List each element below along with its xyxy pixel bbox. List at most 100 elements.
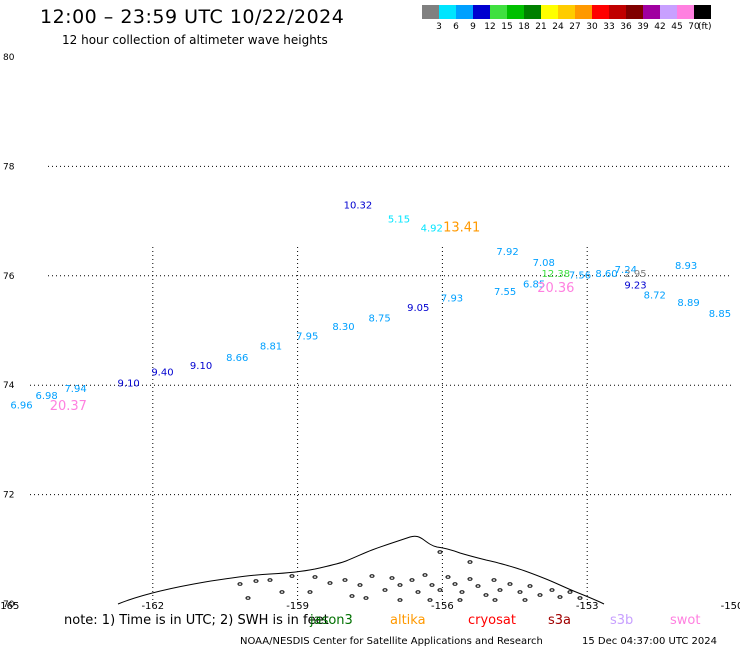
swh-value-label: 20.37 <box>50 399 87 414</box>
island <box>467 560 473 564</box>
island <box>537 593 543 597</box>
coastline-outline <box>117 535 605 605</box>
scale-label: 36 <box>620 22 632 32</box>
x-tick-label: -156 <box>431 601 454 612</box>
island <box>289 574 295 578</box>
island <box>279 590 285 594</box>
island <box>522 598 528 602</box>
island <box>557 595 563 599</box>
scale-label: 12 <box>484 22 496 32</box>
scale-label: 18 <box>518 22 530 32</box>
scale-swatch <box>558 5 575 19</box>
scale-label: 30 <box>586 22 598 32</box>
swh-value-label: 9.40 <box>151 368 173 379</box>
island <box>427 598 433 602</box>
island <box>327 581 333 585</box>
y-tick-label: 78 <box>3 162 15 172</box>
scale-label: 70 <box>688 22 700 32</box>
swh-value-label: 8.81 <box>260 341 282 352</box>
x-tick-label: -162 <box>141 601 164 612</box>
island <box>409 578 415 582</box>
satellite-altika: altika <box>390 613 426 628</box>
island <box>467 577 473 581</box>
island <box>267 578 273 582</box>
island <box>577 596 583 600</box>
y-tick-label: 72 <box>3 491 14 501</box>
island <box>475 584 481 588</box>
scale-swatch <box>609 5 626 19</box>
swh-value-label: 12.38 <box>542 269 571 280</box>
swh-value-label: 8.30 <box>332 322 354 333</box>
swh-value-label: 5.15 <box>388 214 410 225</box>
island <box>437 588 443 592</box>
scale-swatch <box>575 5 592 19</box>
swh-value-label: 8.60 <box>595 269 617 280</box>
swh-value-label: 7.95 <box>296 331 318 342</box>
swh-value-label: 8.85 <box>709 309 731 320</box>
island <box>415 590 421 594</box>
scale-label: 3 <box>436 22 442 32</box>
scale-swatch <box>524 5 541 19</box>
scale-swatch <box>439 5 456 19</box>
swh-value-label: 10.32 <box>344 201 373 212</box>
island <box>369 574 375 578</box>
credit-text: NOAA/NESDIS Center for Satellite Applica… <box>240 636 543 647</box>
island <box>429 583 435 587</box>
island <box>349 594 355 598</box>
scale-label: 9 <box>470 22 476 32</box>
swh-value-label: 8.66 <box>226 353 248 364</box>
scale-label: 6 <box>453 22 459 32</box>
scale-label: 42 <box>654 22 666 32</box>
satellite-swot: swot <box>670 613 701 628</box>
y-tick-label: 74 <box>3 381 15 391</box>
swh-value-label: 4.92 <box>421 224 443 235</box>
island <box>507 582 513 586</box>
scale-label: 33 <box>603 22 615 32</box>
scale-label: 21 <box>535 22 547 32</box>
island <box>253 579 259 583</box>
swh-value-label: 20.36 <box>537 281 574 296</box>
scale-swatch <box>643 5 660 19</box>
chart-subtitle: 12 hour collection of altimeter wave hei… <box>62 33 328 47</box>
footer-note: note: 1) Time is in UTC; 2) SWH is in fe… <box>64 613 329 628</box>
swh-value-label: 7.55 <box>494 287 516 298</box>
swh-value-label: 8.75 <box>369 313 391 324</box>
swh-value-label: 9.10 <box>118 378 140 389</box>
scale-label: 15 <box>501 22 513 32</box>
satellite-cryosat: cryosat <box>468 613 516 628</box>
island <box>517 590 523 594</box>
island <box>459 590 465 594</box>
swh-value-label: 8.72 <box>644 290 666 301</box>
island <box>549 588 555 592</box>
swh-value-label: 7.08 <box>533 258 555 269</box>
island <box>397 598 403 602</box>
render-timestamp: 15 Dec 04:37:00 UTC 2024 <box>582 636 717 647</box>
satellite-jason3: jason3 <box>310 613 353 628</box>
grid-lines <box>30 165 732 604</box>
swh-value-label: 9.05 <box>407 303 429 314</box>
scale-swatch <box>541 5 558 19</box>
coastline <box>117 535 605 605</box>
island <box>307 590 313 594</box>
island <box>452 582 458 586</box>
chart-title: 12:00 – 23:59 UTC 10/22/2024 <box>40 6 345 28</box>
satellite-s3b: s3b <box>610 613 634 628</box>
swh-value-label: 9.23 <box>624 281 646 292</box>
scale-swatch <box>456 5 473 19</box>
scale-label: 45 <box>671 22 683 32</box>
island <box>422 573 428 577</box>
island <box>483 593 489 597</box>
island <box>342 578 348 582</box>
scale-label: 24 <box>552 22 564 32</box>
swh-value-label: 6.98 <box>35 391 57 402</box>
island <box>312 575 318 579</box>
swh-value-label: 8.89 <box>677 298 699 309</box>
satellite-s3a: s3a <box>548 613 572 628</box>
scale-swatch <box>694 5 711 19</box>
y-tick-label: 80 <box>3 53 15 63</box>
scale-label: 27 <box>569 22 581 32</box>
island <box>491 578 497 582</box>
island <box>357 583 363 587</box>
y-tick-label: 70 <box>3 600 15 610</box>
